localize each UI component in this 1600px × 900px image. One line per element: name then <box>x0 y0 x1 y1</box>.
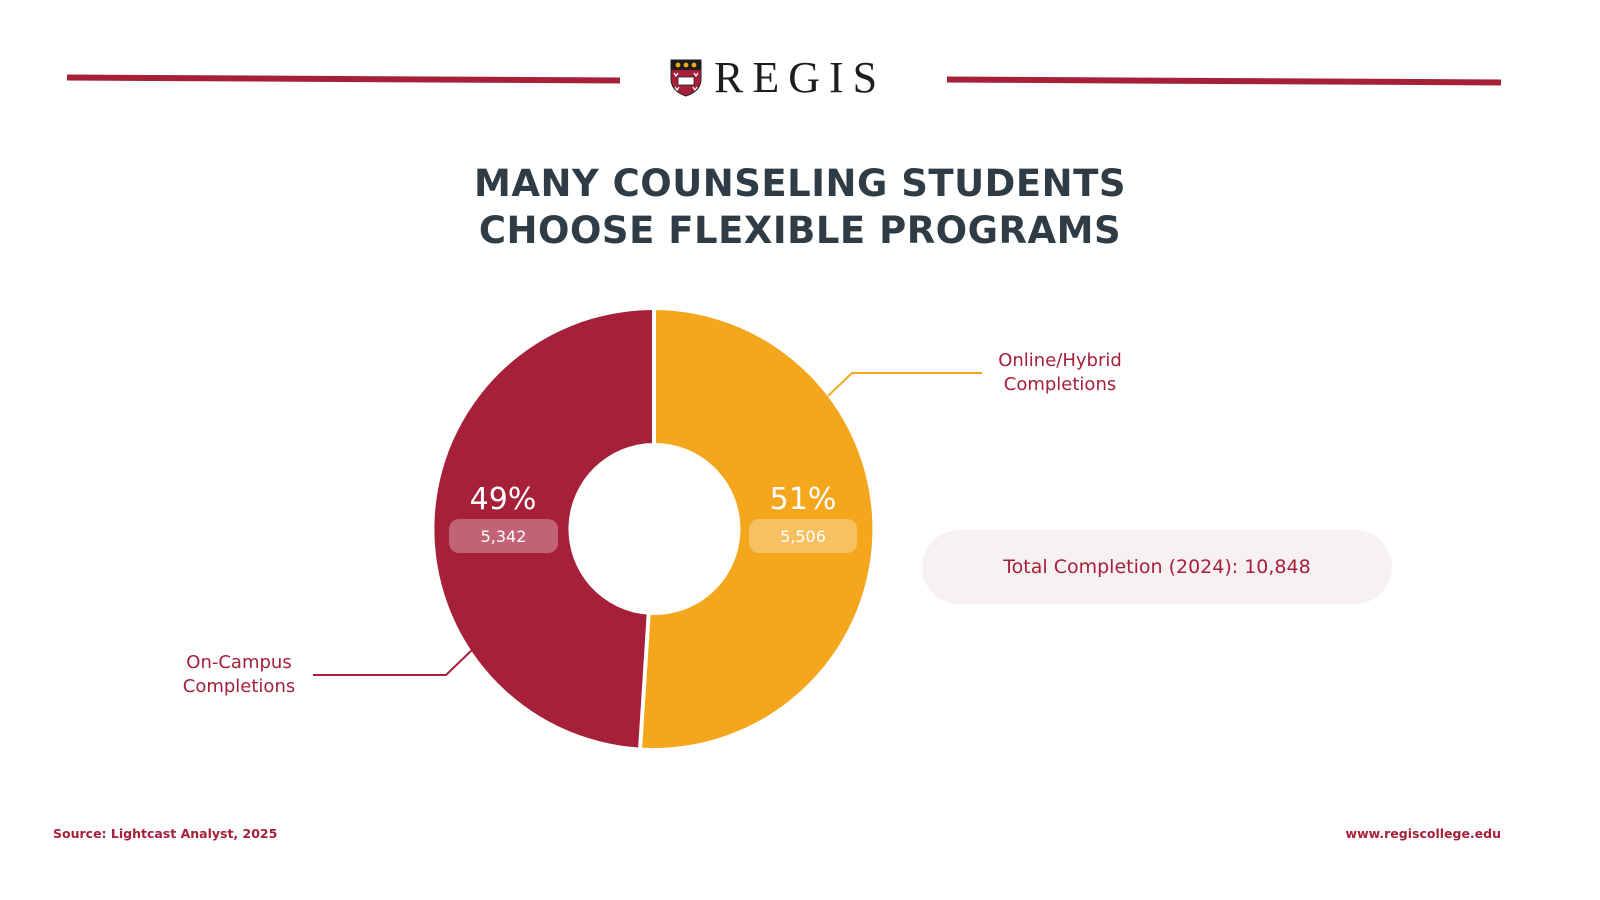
slice-online-hybrid[interactable] <box>640 310 873 748</box>
total-completion-pill: Total Completion (2024): 10,848 <box>922 530 1392 604</box>
leader-line-campus <box>313 649 473 676</box>
campus-label-line-2: Completions <box>182 676 296 697</box>
online-hybrid-label: Online/Hybrid Completions <box>970 349 1150 397</box>
regis-logo: REGIS <box>670 56 886 100</box>
online-count-badge: 5,506 <box>749 519 857 553</box>
website-link[interactable]: www.regiscollege.edu <box>1345 826 1501 841</box>
brand-wordmark: REGIS <box>714 53 887 102</box>
page-title: MANY COUNSELING STUDENTS CHOOSE FLEXIBLE… <box>0 160 1600 254</box>
source-note: Source: Lightcast Analyst, 2025 <box>53 826 278 841</box>
on-campus-label: On-Campus Completions <box>160 651 318 699</box>
campus-count-badge: 5,342 <box>449 519 558 553</box>
slice-on-campus[interactable] <box>434 309 654 748</box>
online-label-line-2: Completions <box>1003 374 1117 395</box>
campus-label-line-1: On-Campus <box>186 652 292 673</box>
leader-line-online <box>827 372 982 397</box>
online-label-line-1: Online/Hybrid <box>998 350 1122 371</box>
regis-shield-icon <box>670 59 702 97</box>
title-line-1: MANY COUNSELING STUDENTS <box>474 162 1126 205</box>
online-percent: 51% <box>769 482 837 517</box>
campus-percent: 49% <box>469 482 537 517</box>
title-line-2: CHOOSE FLEXIBLE PROGRAMS <box>478 209 1122 252</box>
